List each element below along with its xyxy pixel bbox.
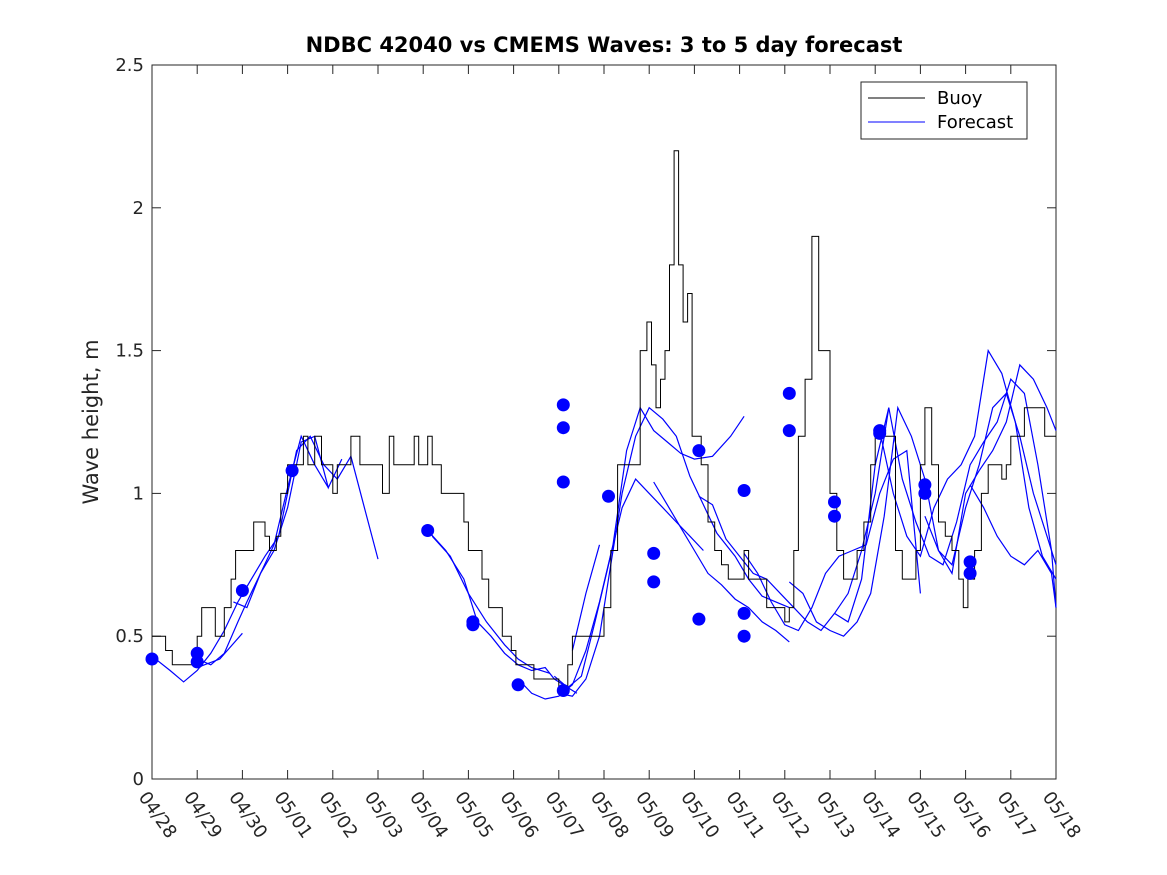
x-tick-label: 05/04 bbox=[405, 788, 452, 843]
forecast-start-marker bbox=[421, 524, 435, 537]
x-axis: 04/2804/2904/3005/0105/0205/0305/0405/05… bbox=[134, 65, 1085, 842]
forecast-line bbox=[571, 544, 601, 651]
x-tick-label: 05/15 bbox=[902, 788, 949, 843]
x-tick-label: 05/08 bbox=[586, 788, 633, 843]
y-tick-label: 2.5 bbox=[115, 55, 144, 76]
forecast-start-marker bbox=[145, 652, 159, 666]
forecast-start-marker bbox=[556, 421, 570, 435]
y-tick-label: 0.5 bbox=[115, 626, 144, 647]
forecast-start-marker bbox=[556, 398, 570, 412]
x-tick-label: 05/01 bbox=[270, 788, 317, 843]
plot-area-frame bbox=[151, 64, 1057, 780]
buoy-line bbox=[152, 150, 1056, 694]
forecast-start-marker bbox=[828, 509, 841, 523]
forecast-start-marker bbox=[556, 475, 570, 489]
x-tick-label: 05/10 bbox=[676, 788, 723, 843]
y-tick-label: 1 bbox=[133, 483, 144, 504]
x-tick-label: 05/12 bbox=[767, 788, 814, 843]
legend-forecast-label: Forecast bbox=[937, 112, 1013, 133]
forecast-start-marker bbox=[285, 464, 299, 478]
forecast-start-marker bbox=[782, 386, 796, 400]
forecast-start-marker bbox=[963, 555, 977, 569]
legend-box bbox=[860, 81, 1028, 140]
x-tick-label: 05/17 bbox=[993, 788, 1040, 843]
legend-buoy-label: Buoy bbox=[937, 88, 983, 109]
x-tick-label: 05/18 bbox=[1038, 788, 1085, 843]
forecast-start-marker bbox=[828, 495, 841, 509]
forecast-start-marker bbox=[235, 584, 249, 597]
forecast-line bbox=[196, 632, 243, 669]
x-tick-label: 05/02 bbox=[315, 788, 362, 843]
forecast-start-marker bbox=[602, 489, 615, 503]
forecast-line bbox=[653, 481, 790, 643]
forecast-start-marker bbox=[692, 444, 706, 458]
forecast-start-marker bbox=[647, 575, 661, 589]
forecast-start-marker bbox=[737, 484, 751, 497]
forecast-start-marker bbox=[737, 606, 751, 620]
x-tick-label: 05/09 bbox=[631, 788, 678, 843]
forecast-line bbox=[431, 535, 550, 674]
forecast-start-marker bbox=[692, 612, 706, 626]
x-tick-label: 05/07 bbox=[541, 788, 588, 843]
x-tick-label: 05/03 bbox=[360, 788, 407, 843]
forecast-start-marker bbox=[647, 546, 661, 560]
x-tick-label: 05/11 bbox=[722, 788, 769, 843]
series-layer bbox=[145, 150, 1057, 700]
forecast-start-marker bbox=[737, 629, 751, 643]
y-tick-label: 0 bbox=[133, 769, 144, 790]
forecast-line bbox=[834, 378, 1057, 623]
forecast-line bbox=[427, 530, 578, 694]
forecast-start-marker bbox=[873, 426, 887, 440]
y-axis-label: Wave height, m bbox=[79, 339, 103, 504]
y-tick-label: 2 bbox=[133, 198, 144, 219]
forecast-start-marker bbox=[556, 684, 570, 697]
forecast-line bbox=[517, 406, 745, 700]
forecast-start-marker bbox=[918, 486, 932, 500]
x-tick-label: 04/30 bbox=[224, 788, 271, 843]
y-axis: 0 0.5 1 1.5 2 2.5 bbox=[115, 55, 1056, 790]
forecast-line bbox=[969, 484, 1057, 608]
forecast-start-marker bbox=[782, 424, 796, 438]
x-tick-label: 05/13 bbox=[812, 788, 859, 843]
chart-title: NDBC 42040 vs CMEMS Waves: 3 to 5 day fo… bbox=[306, 33, 903, 57]
y-tick-label: 1.5 bbox=[115, 341, 144, 362]
forecast-line bbox=[558, 406, 790, 697]
forecast-line bbox=[743, 449, 921, 632]
x-tick-label: 05/06 bbox=[496, 788, 543, 843]
forecast-line bbox=[924, 392, 1057, 567]
forecast-line bbox=[196, 435, 343, 666]
forecast-start-marker bbox=[511, 678, 525, 692]
legend: Buoy Forecast bbox=[860, 81, 1028, 140]
x-tick-label: 05/14 bbox=[857, 788, 904, 843]
x-tick-label: 04/28 bbox=[134, 788, 181, 843]
forecast-start-marker bbox=[466, 618, 480, 632]
x-tick-label: 05/16 bbox=[948, 788, 995, 843]
x-tick-label: 04/29 bbox=[179, 788, 226, 843]
forecast-line bbox=[151, 435, 379, 683]
forecast-start-marker bbox=[190, 655, 204, 669]
forecast-line bbox=[553, 478, 704, 689]
forecast-line bbox=[879, 348, 1057, 580]
x-tick-label: 05/05 bbox=[450, 788, 497, 843]
forecast-start-marker bbox=[963, 566, 977, 580]
